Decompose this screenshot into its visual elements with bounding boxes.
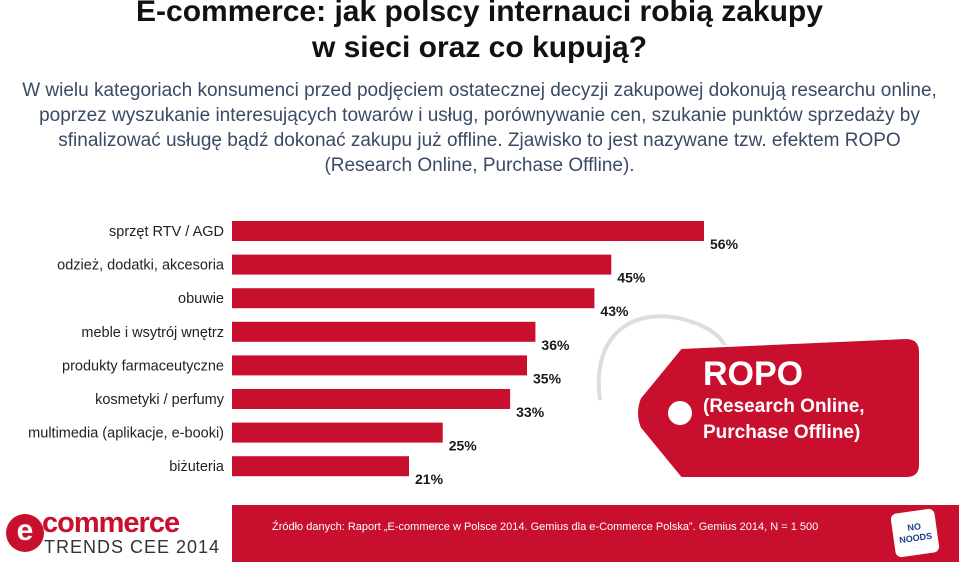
- value-label: 43%: [600, 303, 629, 319]
- bar: [232, 422, 443, 443]
- value-label: 45%: [617, 270, 646, 286]
- logo-e-icon: e: [6, 514, 44, 552]
- bar: [232, 254, 612, 275]
- tag-hole: [668, 401, 692, 425]
- footer: e commerce TRENDS CEE 2014 Źródło danych…: [0, 505, 959, 562]
- value-label: 36%: [541, 337, 570, 353]
- bar: [232, 456, 409, 477]
- category-label: multimedia (aplikacje, e-booki): [28, 426, 224, 442]
- no-noods-badge: NO NOODS: [890, 508, 940, 558]
- tag-title: ROPO: [703, 355, 804, 393]
- bar-chart: sprzęt RTV / AGD 56% odzież, dodatki, akce…: [28, 221, 739, 487]
- logo-sub-text: TRENDS CEE 2014: [44, 537, 221, 557]
- page-title: E-commerce: jak polscy internauci robią …: [0, 0, 959, 66]
- logo-main-text: commerce: [42, 507, 180, 539]
- category-label: produkty farmaceutyczne: [62, 358, 224, 374]
- title-line-1: E-commerce: jak polscy internauci robią …: [136, 0, 823, 28]
- value-label: 33%: [516, 404, 545, 420]
- bar: [232, 221, 704, 241]
- bar: [232, 389, 511, 409]
- category-label: biżuteria: [169, 459, 225, 475]
- value-label: 56%: [710, 236, 739, 252]
- intro-text: W wielu kategoriach konsumenci przed pod…: [22, 80, 937, 176]
- category-label: kosmetyki / perfumy: [95, 392, 225, 408]
- category-label: odzież, dodatki, akcesoria: [57, 258, 225, 274]
- bar: [232, 321, 536, 342]
- category-label: meble i wsytrój wnętrz: [81, 325, 224, 341]
- tag-subtitle: (Research Online, Purchase Offline): [703, 396, 865, 443]
- bar: [232, 355, 527, 376]
- value-label: 25%: [449, 438, 478, 454]
- category-label: sprzęt RTV / AGD: [109, 224, 224, 240]
- value-label: 35%: [533, 370, 562, 386]
- ecommerce-trends-logo: e commerce TRENDS CEE 2014: [0, 505, 232, 562]
- value-label: 21%: [415, 471, 444, 487]
- category-label: obuwie: [178, 291, 224, 307]
- source-note: Źródło danych: Raport „E-commerce w Pols…: [272, 521, 819, 533]
- title-line-2: w sieci oraz co kupują?: [311, 31, 648, 64]
- bar: [232, 288, 595, 309]
- tag-shape: [636, 336, 921, 479]
